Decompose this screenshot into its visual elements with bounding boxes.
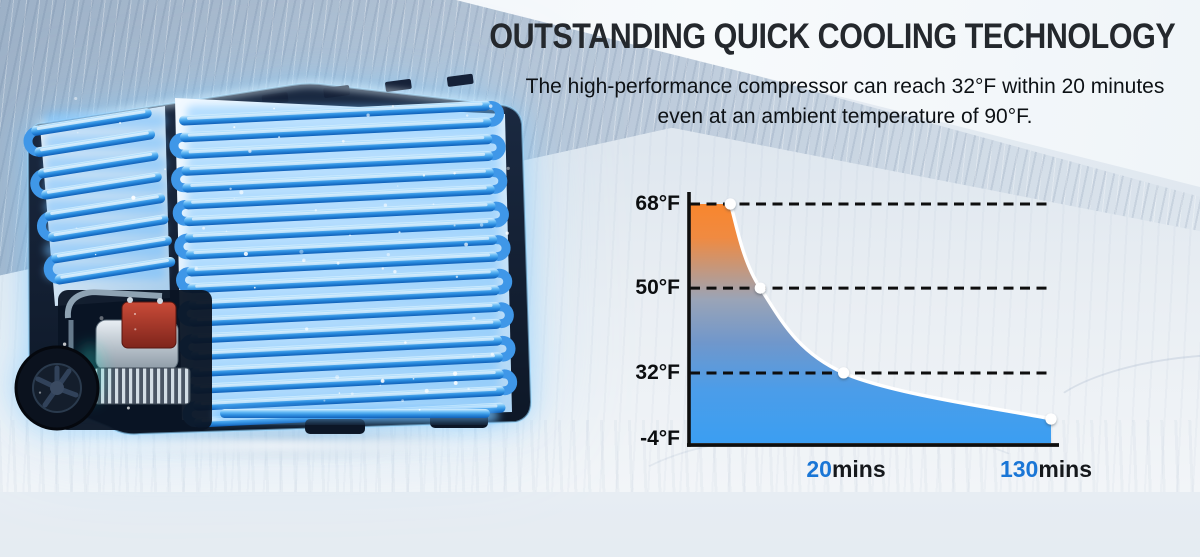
page-title: OUTSTANDING QUICK COOLING TECHNOLOGY [489,17,1176,56]
cooling-area [689,204,1051,443]
data-point-markers [724,198,1057,425]
xtick-number: 130 [999,456,1039,482]
bottom-glow-tubes [215,408,495,421]
fridge-xray-illustration [14,73,533,436]
wheel [14,345,100,431]
cooling-chart-plot [687,192,1059,447]
xtick-unit: mins [1038,456,1093,482]
compressor-pipe [64,288,163,319]
subtitle: The high-performance compressor can reac… [450,72,1200,132]
frost-speckles [38,96,510,411]
subtitle-line-1: The high-performance compressor can reac… [525,75,1165,98]
cooling-coils-left [23,108,176,285]
temp-gridlines [690,202,1050,375]
compressor-motor-red [121,301,177,349]
ytick-minus4f: -4°F [640,427,680,450]
ytick-68f: 68°F [635,192,680,215]
xtick-130mins: 130mins [966,456,1126,483]
cooling-chart: 68°F 50°F 32°F -4°F 20mins 130mins [630,180,1100,492]
xtick-unit: mins [831,456,886,482]
xtick-number: 20 [806,456,832,482]
ytick-50f: 50°F [635,276,680,299]
ytick-32f: 32°F [635,361,680,384]
cooling-coils-front [169,100,518,428]
compressor-fins [93,367,191,405]
subtitle-line-2: even at an ambient temperature of 90°F. [657,105,1033,128]
cooling-curve [728,202,1053,421]
chart-axes [687,192,1059,447]
xtick-20mins: 20mins [766,456,926,483]
foreground-snow-drift [0,438,620,464]
